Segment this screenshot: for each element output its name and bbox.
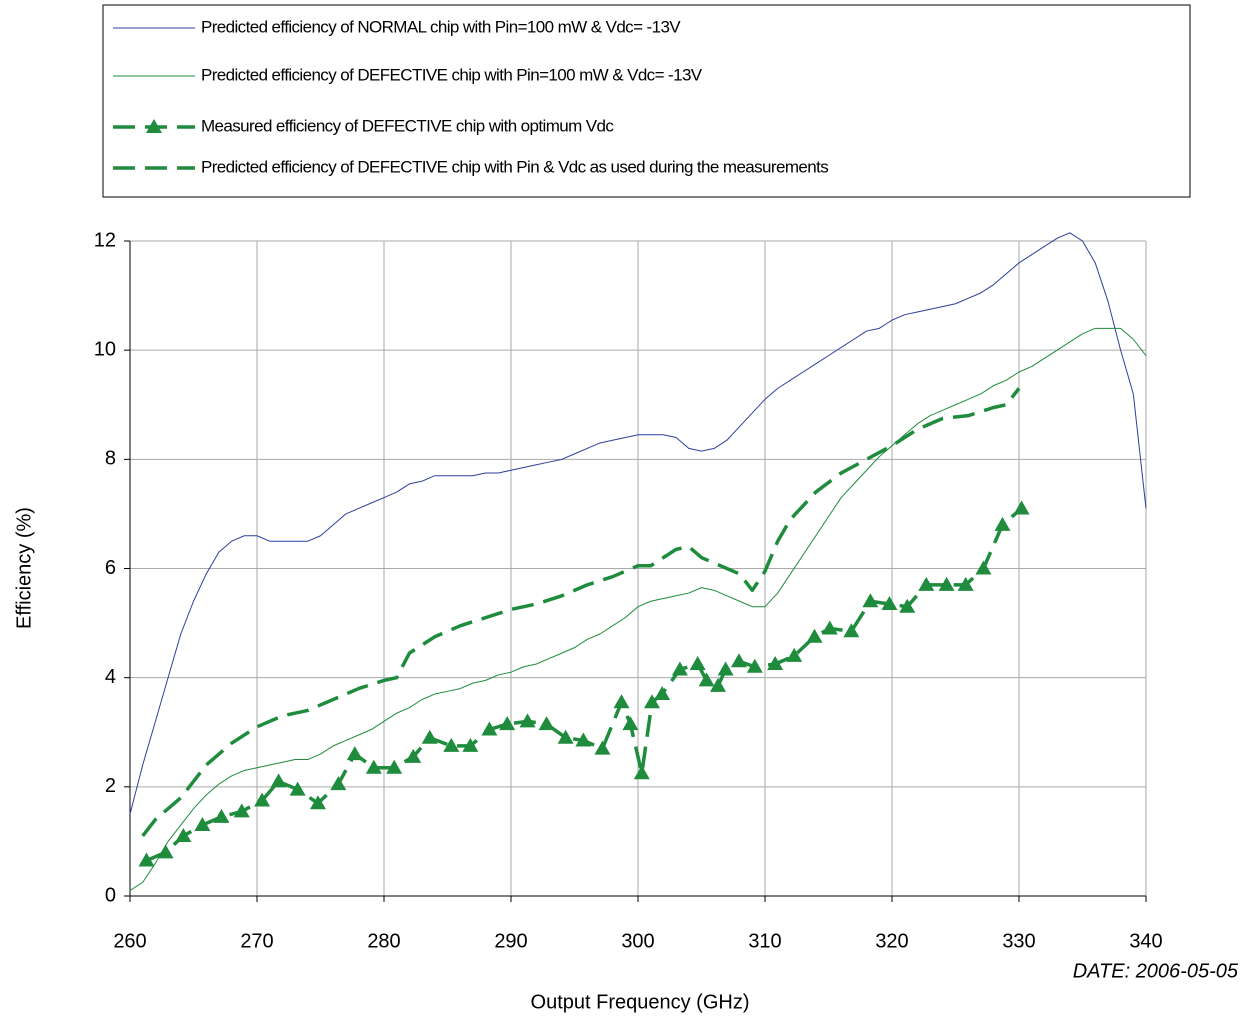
marker bbox=[538, 716, 555, 731]
marker bbox=[1013, 500, 1030, 515]
marker bbox=[386, 759, 403, 774]
marker bbox=[717, 661, 734, 676]
series-line bbox=[141, 387, 1021, 838]
marker bbox=[975, 560, 992, 575]
marker bbox=[481, 721, 498, 736]
y-tick-label: 10 bbox=[94, 338, 116, 360]
x-tick-label: 330 bbox=[1002, 930, 1035, 952]
marker bbox=[499, 716, 516, 731]
marker bbox=[821, 620, 838, 635]
marker bbox=[881, 595, 898, 610]
marker bbox=[557, 729, 574, 744]
x-tick-label: 320 bbox=[875, 930, 908, 952]
y-tick-label: 12 bbox=[94, 229, 116, 251]
marker bbox=[671, 661, 688, 676]
marker bbox=[767, 656, 784, 671]
marker bbox=[862, 593, 879, 608]
marker bbox=[806, 628, 823, 643]
series-line bbox=[129, 232, 1147, 815]
y-tick-label: 4 bbox=[105, 666, 116, 688]
marker bbox=[899, 598, 916, 613]
marker bbox=[254, 792, 271, 807]
marker bbox=[730, 653, 747, 668]
marker bbox=[233, 803, 250, 818]
x-tick-label: 340 bbox=[1129, 930, 1162, 952]
y-tick-label: 2 bbox=[105, 775, 116, 797]
marker bbox=[443, 737, 460, 752]
marker bbox=[365, 759, 382, 774]
marker bbox=[462, 737, 479, 752]
marker bbox=[175, 827, 192, 842]
legend-box bbox=[102, 4, 1191, 198]
marker bbox=[698, 672, 715, 687]
marker bbox=[957, 576, 974, 591]
marker bbox=[405, 748, 422, 763]
marker bbox=[710, 677, 727, 692]
marker bbox=[138, 852, 155, 867]
x-tick-label: 310 bbox=[748, 930, 781, 952]
marker bbox=[843, 623, 860, 638]
legend-label: Predicted efficiency of DEFECTIVE chip w… bbox=[201, 65, 703, 84]
marker bbox=[575, 732, 592, 747]
marker bbox=[157, 844, 174, 859]
marker bbox=[346, 746, 363, 761]
marker bbox=[689, 656, 706, 671]
legend-label: Measured efficiency of DEFECTIVE chip wi… bbox=[201, 116, 614, 135]
marker bbox=[633, 765, 650, 780]
marker bbox=[594, 740, 611, 755]
marker bbox=[654, 686, 671, 701]
marker bbox=[213, 808, 230, 823]
marker bbox=[194, 817, 211, 832]
series-line bbox=[145, 507, 1023, 863]
x-axis-label: Output Frequency (GHz) bbox=[531, 991, 750, 1013]
series-line bbox=[129, 327, 1147, 891]
marker bbox=[289, 781, 306, 796]
marker bbox=[519, 713, 536, 728]
y-tick-label: 0 bbox=[105, 884, 116, 906]
marker bbox=[994, 516, 1011, 531]
y-tick-label: 6 bbox=[105, 557, 116, 579]
marker bbox=[270, 773, 287, 788]
marker bbox=[643, 694, 660, 709]
y-axis-label: Efficiency (%) bbox=[13, 507, 35, 629]
marker bbox=[421, 729, 438, 744]
x-tick-label: 300 bbox=[621, 930, 654, 952]
marker bbox=[918, 576, 935, 591]
marker bbox=[330, 776, 347, 791]
x-tick-label: 280 bbox=[367, 930, 400, 952]
x-tick-label: 260 bbox=[113, 930, 146, 952]
marker bbox=[613, 694, 630, 709]
marker bbox=[938, 576, 955, 591]
legend-label: Predicted efficiency of NORMAL chip with… bbox=[201, 17, 681, 36]
legend-marker bbox=[146, 119, 162, 133]
x-tick-label: 270 bbox=[240, 930, 273, 952]
marker bbox=[746, 658, 763, 673]
marker bbox=[786, 647, 803, 662]
marker bbox=[622, 716, 639, 731]
y-tick-label: 8 bbox=[105, 448, 116, 470]
legend-label: Predicted efficiency of DEFECTIVE chip w… bbox=[201, 157, 828, 176]
x-tick-label: 290 bbox=[494, 930, 527, 952]
marker bbox=[309, 795, 326, 810]
date-annotation: DATE: 2006-05-05 bbox=[1073, 960, 1239, 982]
